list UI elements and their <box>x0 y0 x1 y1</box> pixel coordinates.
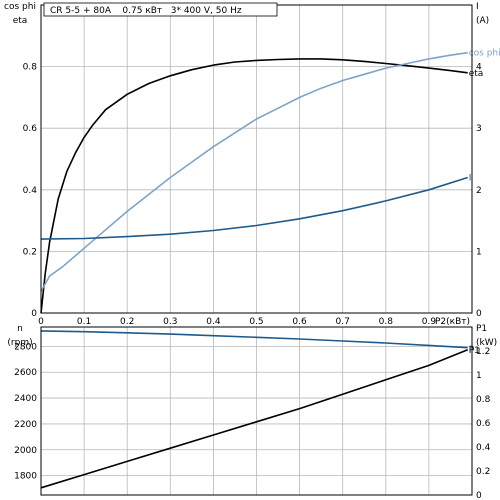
title-box <box>43 2 278 17</box>
series-line-i <box>40 176 468 240</box>
left-axis-title: n <box>17 324 23 334</box>
x-tick-label: 0.9 <box>422 317 437 327</box>
x-tick-label: 0.5 <box>249 317 263 327</box>
left-axis-title: (rpm) <box>7 338 32 348</box>
chart-labels: 0 0.1 0.2 0.3 0.4 0.5 0.6 0.7 0.8 0.9 0 0.2 0.4 0.6 0.… <box>4 2 500 500</box>
bottom-chart-series <box>40 330 468 489</box>
left-y-tick-label: 0.4 <box>23 186 38 196</box>
right-y-tick-label: 3 <box>476 124 482 134</box>
x-tick-label: 0.1 <box>77 317 91 327</box>
bottom-chart-frame <box>40 326 473 496</box>
left-y-tick-label: 2400 <box>14 394 37 404</box>
left-y-tick-label: 0.6 <box>23 124 38 134</box>
series-line-p1 <box>40 349 468 489</box>
left-y-tick-label: 0.8 <box>23 63 38 73</box>
top-chart-grid <box>41 5 472 313</box>
right-y-tick-label: 0.4 <box>476 443 491 453</box>
x-tick-label: 0.3 <box>163 317 177 327</box>
chart-title: CR 5-5 + 80A 0.75 кВт 3* 400 V, 50 Hz <box>50 6 242 16</box>
right-axis-title: I <box>476 2 479 12</box>
x-axis-title: P2(кВт) <box>435 317 470 327</box>
right-y-tick-label: 2 <box>476 186 482 196</box>
left-y-tick-label: 2600 <box>14 368 37 378</box>
top-chart-series <box>40 51 468 314</box>
left-y-tick-label: 0 <box>31 309 37 319</box>
right-y-tick-label: 0 <box>476 491 482 500</box>
bottom-chart-grid <box>41 327 472 495</box>
series-label-i: I <box>469 173 472 183</box>
series-line-eta <box>40 58 468 314</box>
right-y-tick-label: 1.2 <box>476 347 490 357</box>
left-y-tick-label: 2000 <box>14 446 37 456</box>
x-tick-label: 0.7 <box>336 317 350 327</box>
right-y-tick-label: 1 <box>476 371 482 381</box>
series-line-cos-phi <box>40 51 468 292</box>
left-y-tick-label: 2800 <box>14 342 37 352</box>
right-axis-title: P1 <box>476 324 487 334</box>
series-label-p1: P1 <box>469 346 480 356</box>
series-label-eta: eta <box>469 69 484 79</box>
x-tick-label: 0.6 <box>292 317 307 327</box>
right-y-tick-label: 0.2 <box>476 467 490 477</box>
series-line-n <box>40 330 468 349</box>
right-y-tick-label: 0.8 <box>476 395 491 405</box>
x-tick-label: 0.2 <box>120 317 134 327</box>
right-y-tick-label: 4 <box>476 63 482 73</box>
right-axis-title: (kW) <box>476 338 497 348</box>
right-y-tick-label: 0.6 <box>476 419 491 429</box>
left-axis-title: cos phi <box>4 2 36 12</box>
right-axis-title: (A) <box>476 16 489 26</box>
x-tick-label: 0.4 <box>206 317 221 327</box>
right-y-tick-label: 0 <box>476 309 482 319</box>
series-label-cos-phi: cos phi <box>469 49 500 59</box>
left-y-tick-label: 1800 <box>14 472 37 482</box>
left-y-tick-label: 2200 <box>14 420 37 430</box>
left-axis-title: eta <box>13 16 28 26</box>
x-tick-label: 0.8 <box>379 317 394 327</box>
x-tick-label: 0 <box>38 317 44 327</box>
right-y-tick-label: 1 <box>476 247 482 257</box>
left-y-tick-label: 0.2 <box>23 247 37 257</box>
